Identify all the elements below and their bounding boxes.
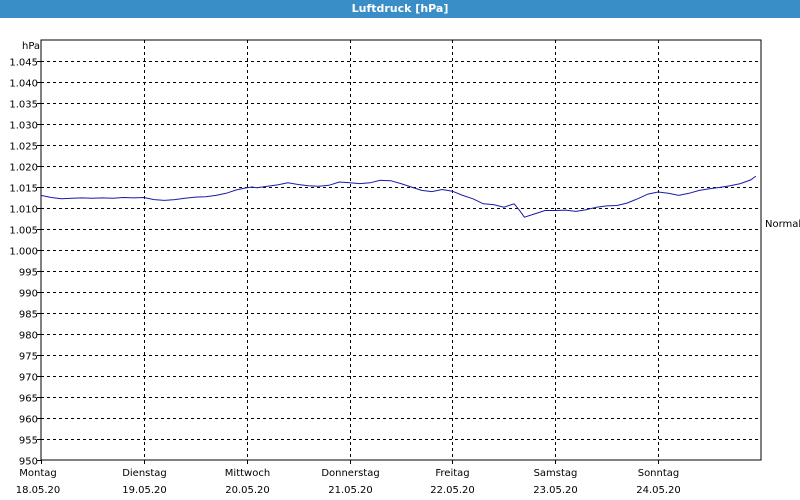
x-tick-labels: Montag 18.05.20 Dienstag 19.05.20 Mittwoch 20… bbox=[16, 468, 681, 496]
x-tick-day-label: Sonntag bbox=[638, 468, 680, 479]
y-tick-label: 985 bbox=[19, 310, 38, 321]
x-tick-day-label: Dienstag bbox=[122, 468, 167, 479]
y-tick-label: 1.025 bbox=[9, 142, 38, 153]
normal-reference-label: Normal bbox=[765, 219, 800, 230]
y-tick-label: 975 bbox=[19, 352, 38, 363]
x-tick-date-label: 23.05.20 bbox=[533, 485, 578, 496]
y-tick-labels: 1.045 1.040 1.035 1.030 1.025 1.020 1.015 1.010… bbox=[9, 58, 38, 468]
x-tick-date-label: 20.05.20 bbox=[225, 485, 270, 496]
x-tick-date-label: 22.05.20 bbox=[430, 485, 475, 496]
y-tick-label: 970 bbox=[19, 373, 38, 384]
plot-frame bbox=[40, 39, 762, 461]
x-tick-date-label: 19.05.20 bbox=[122, 485, 167, 496]
grid-lines bbox=[41, 40, 761, 460]
y-axis-unit-label: hPa bbox=[22, 41, 40, 52]
y-tick-label: 1.000 bbox=[9, 247, 38, 258]
y-tick-label: 980 bbox=[19, 331, 38, 342]
x-tick-date-label: 18.05.20 bbox=[16, 485, 61, 496]
y-tick-label: 990 bbox=[19, 289, 38, 300]
x-tick-day-label: Samstag bbox=[534, 468, 578, 479]
y-tick-label: 1.010 bbox=[9, 205, 38, 216]
y-tick-label: 955 bbox=[19, 436, 38, 447]
y-tick-label: 1.015 bbox=[9, 184, 38, 195]
y-tick-label: 1.005 bbox=[9, 226, 38, 237]
y-tick-label: 995 bbox=[19, 268, 38, 279]
y-tick-label: 950 bbox=[19, 457, 38, 468]
y-tick-label: 1.035 bbox=[9, 100, 38, 111]
y-tick-label: 965 bbox=[19, 394, 38, 405]
x-tick-day-label: Montag bbox=[19, 468, 56, 479]
x-tick-day-label: Donnerstag bbox=[321, 468, 379, 479]
x-tick-date-label: 21.05.20 bbox=[328, 485, 373, 496]
pressure-series-line bbox=[40, 175, 757, 218]
x-tick-day-label: Mittwoch bbox=[225, 468, 270, 479]
x-tick-day-label: Freitag bbox=[435, 468, 469, 479]
y-tick-label: 1.040 bbox=[9, 79, 38, 90]
x-tick-date-label: 24.05.20 bbox=[636, 485, 681, 496]
axis-ticks bbox=[37, 61, 659, 464]
y-tick-label: 1.020 bbox=[9, 163, 38, 174]
y-tick-label: 960 bbox=[19, 415, 38, 426]
y-tick-label: 1.045 bbox=[9, 58, 38, 69]
chart-title: Luftdruck [hPa] bbox=[0, 0, 800, 18]
y-tick-label: 1.030 bbox=[9, 121, 38, 132]
